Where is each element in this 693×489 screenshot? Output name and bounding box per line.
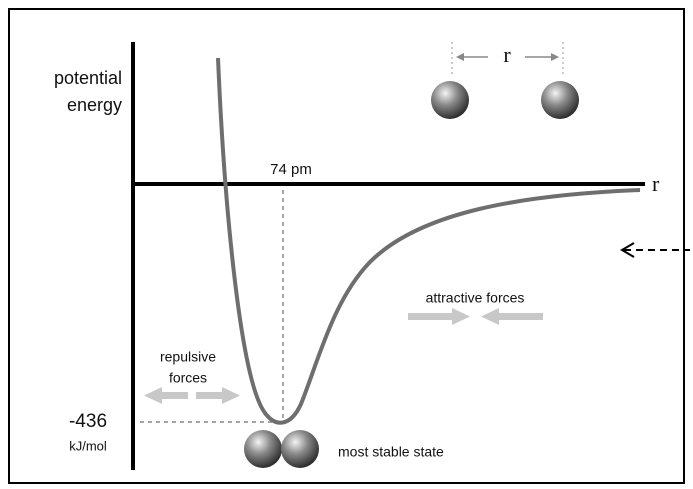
separation-label: r (503, 42, 511, 67)
atom (281, 430, 319, 468)
stable-label: most stable state (338, 444, 444, 460)
energy-value: -436 (69, 411, 107, 432)
energy-unit: kJ/mol (69, 438, 107, 453)
repulsive-label: repulsive (160, 349, 216, 365)
attractive-label: attractive forces (426, 290, 525, 306)
arrow-head (481, 308, 499, 325)
bond-length-label: 74 pm (270, 161, 312, 178)
arrow-head (452, 308, 470, 325)
arrow-head (551, 53, 559, 61)
atom (541, 81, 579, 119)
force-arrow (408, 313, 454, 320)
page: potential energy r 74 pm -436 kJ/mol r m… (0, 0, 693, 489)
potential-curve (218, 58, 640, 423)
x-axis-label: r (652, 171, 660, 196)
force-arrow (196, 392, 224, 399)
arrow-head (456, 53, 464, 61)
atom (431, 81, 469, 119)
atom (244, 430, 282, 468)
y-axis-label: energy (67, 95, 122, 115)
repulsive-label: forces (169, 370, 207, 386)
diagram: potential energy r 74 pm -436 kJ/mol r m… (0, 0, 693, 489)
arrow-head (222, 387, 240, 404)
force-arrow (497, 313, 543, 320)
y-axis-label: potential (54, 68, 122, 88)
arrow-head (144, 387, 162, 404)
force-arrow (160, 392, 188, 399)
